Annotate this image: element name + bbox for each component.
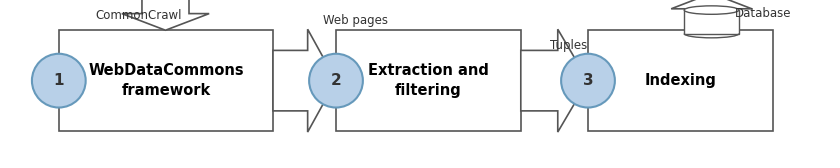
Ellipse shape [561,54,615,108]
Bar [588,30,773,131]
Ellipse shape [32,54,86,108]
Text: Indexing: Indexing [644,73,717,88]
Text: 1: 1 [54,73,64,88]
Text: Tuples: Tuples [550,39,587,52]
Bar [336,30,521,131]
Ellipse shape [685,6,739,14]
Polygon shape [122,0,209,30]
Polygon shape [273,29,336,132]
Text: 2: 2 [331,73,341,88]
Text: Web pages: Web pages [323,14,388,27]
Text: 3: 3 [583,73,593,88]
Text: WebDataCommons
framework: WebDataCommons framework [88,63,244,98]
Polygon shape [521,29,588,132]
Ellipse shape [309,54,363,108]
Text: Database: Database [735,7,791,20]
Bar [59,30,273,131]
Bar [684,10,739,34]
Polygon shape [671,0,752,30]
Text: CommonCrawl: CommonCrawl [96,9,181,22]
Text: Extraction and
filtering: Extraction and filtering [368,63,489,98]
